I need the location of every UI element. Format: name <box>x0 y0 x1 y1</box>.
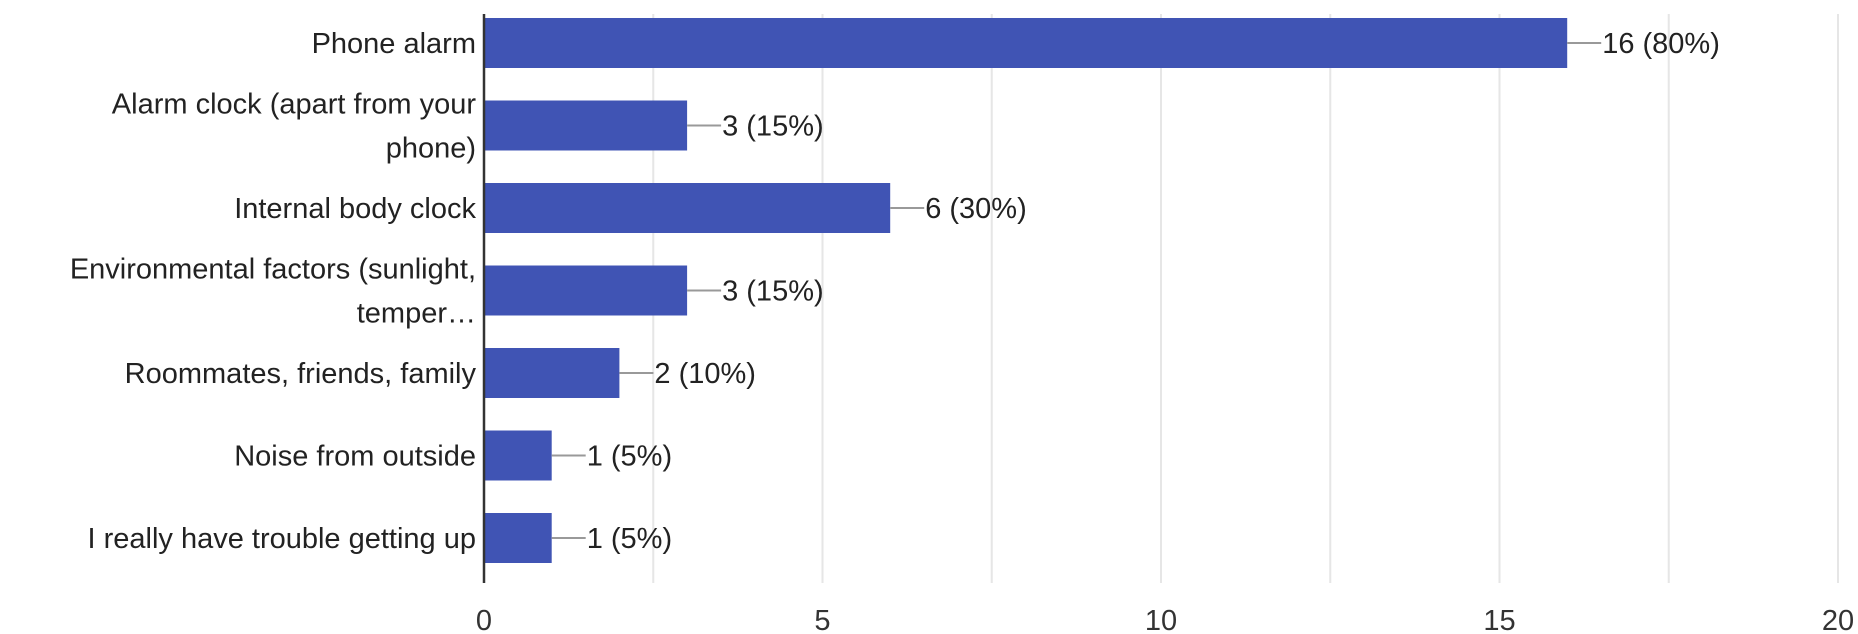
category-label: Noise from outside <box>234 441 476 473</box>
x-tick-label: 5 <box>814 605 830 634</box>
bars <box>484 18 1568 563</box>
data-label: 3 (15%) <box>722 276 824 308</box>
category-label: Roommates, friends, family <box>125 358 477 390</box>
category-label-line: Alarm clock (apart from your <box>112 89 477 121</box>
x-tick-label: 20 <box>1822 605 1854 634</box>
category-label: I really have trouble getting up <box>87 523 476 555</box>
category-label-line: Phone alarm <box>312 28 476 60</box>
category-label: Phone alarm <box>312 28 476 60</box>
grid-lines <box>652 14 1839 583</box>
data-label: 6 (30%) <box>925 193 1027 225</box>
category-label-line: Internal body clock <box>234 193 476 225</box>
category-label-line: Noise from outside <box>234 441 476 473</box>
bar <box>484 430 552 481</box>
category-label-line: Roommates, friends, family <box>125 358 477 390</box>
category-label-line: Environmental factors (sunlight, <box>70 254 476 286</box>
x-tick-label: 10 <box>1145 605 1177 634</box>
bar <box>484 265 688 316</box>
category-label: Internal body clock <box>234 193 476 225</box>
data-label: 3 (15%) <box>722 111 824 143</box>
leader-lines <box>551 42 1602 539</box>
data-label: 1 (5%) <box>587 523 672 555</box>
data-label: 1 (5%) <box>587 441 672 473</box>
data-label: 16 (80%) <box>1602 28 1720 60</box>
category-label-line: I really have trouble getting up <box>87 523 476 555</box>
bar <box>484 18 1568 68</box>
bar <box>484 100 688 151</box>
bar <box>484 183 891 233</box>
category-label-line: temper… <box>357 298 476 330</box>
category-label: Alarm clock (apart from your phone) <box>112 89 477 165</box>
data-label: 2 (10%) <box>654 358 756 390</box>
category-label: Environmental factors (sunlight, temper… <box>70 254 476 330</box>
x-tick-label: 0 <box>476 605 492 634</box>
bar <box>484 348 620 398</box>
category-label-line: phone) <box>386 133 476 165</box>
bar <box>484 513 552 563</box>
x-tick-label: 15 <box>1483 605 1515 634</box>
labels: 16 (80%) Phone alarm 3 (15%) Alarm clock (a… <box>70 28 1854 634</box>
